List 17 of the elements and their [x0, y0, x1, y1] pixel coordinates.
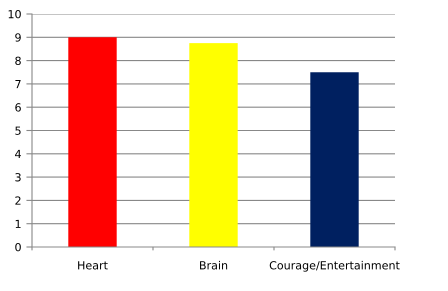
y-tick-label: 9: [15, 33, 21, 42]
bar: [310, 72, 359, 247]
y-tick-label: 5: [15, 126, 21, 135]
x-tick-label: Brain: [200, 260, 228, 270]
y-tick-label: 0: [15, 242, 21, 252]
y-tick-label: 8: [15, 56, 21, 65]
x-tick-label: Courage/Entertainment: [270, 260, 400, 272]
y-tick-label: 3: [15, 173, 21, 182]
bar: [68, 37, 117, 247]
x-tick-label: Heart: [78, 261, 108, 270]
bar: [189, 43, 238, 247]
y-tick-label: 10: [8, 10, 21, 18]
y-tick-label: 1: [16, 220, 21, 228]
y-tick-label: 7: [15, 80, 21, 88]
y-tick-label: 4: [15, 150, 21, 158]
y-tick-label: 6: [15, 103, 21, 112]
y-tick-label: 2: [15, 196, 20, 205]
